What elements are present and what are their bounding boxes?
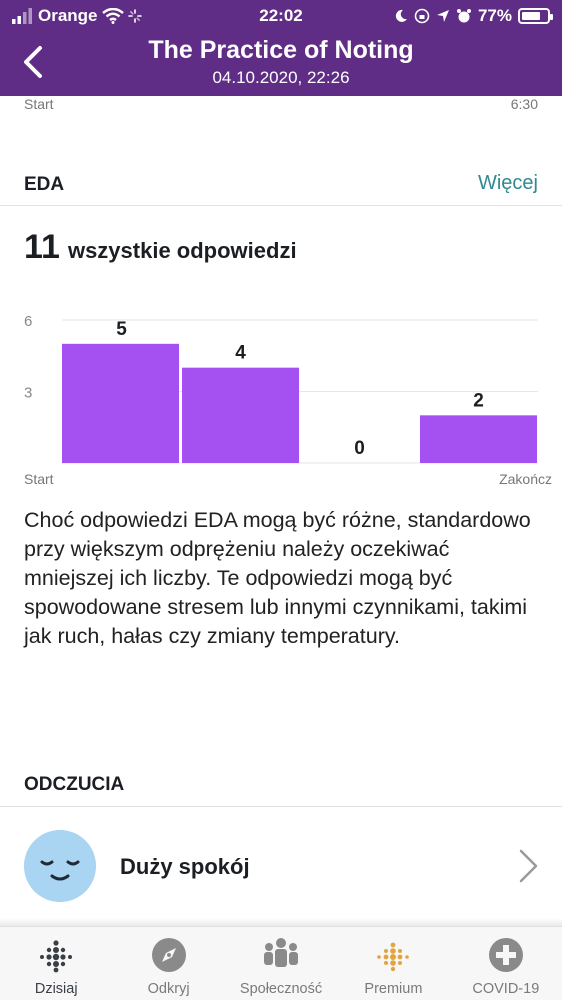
eda-heading: EDA (24, 174, 65, 195)
tab-label: Odkryj (147, 981, 190, 997)
compass-icon (151, 938, 186, 972)
status-bar: Orange 22:02 (0, 4, 562, 30)
feeling-row[interactable]: Duży spokój (0, 808, 562, 924)
tab-bar: Dzisiaj Odkryj Społeczność P (0, 926, 562, 1000)
community-icon (264, 938, 299, 967)
eda-more-link[interactable]: Więcej (477, 172, 538, 194)
feelings-heading: ODCZUCIA (24, 774, 125, 795)
bar-1 (182, 367, 299, 463)
signal-icon (12, 8, 32, 24)
plus-circle-icon (488, 938, 523, 972)
battery-icon (518, 8, 553, 24)
prev-axis-start: Start (24, 96, 54, 112)
tab-label: Społeczność (239, 981, 323, 997)
y-tick-label-1: 3 (24, 385, 32, 402)
premium-dots-icon (377, 942, 410, 972)
carrier-group: Orange (12, 6, 142, 26)
tab-premium[interactable]: Premium (337, 927, 449, 1000)
tab-label: Dzisiaj (34, 981, 78, 997)
calm-face-icon (24, 830, 96, 902)
prev-axis-end: 6:30 (510, 96, 538, 112)
tab-label: COVID-19 (472, 981, 540, 997)
activity-spinner-icon (127, 9, 142, 23)
clock: 22:02 (259, 6, 303, 25)
location-icon (436, 10, 449, 22)
page-subtitle: 04.10.2020, 22:26 (212, 68, 350, 87)
axis-end-label: Zakończ (499, 471, 552, 487)
moon-icon (395, 9, 407, 22)
status-right-group: 77% (394, 6, 553, 26)
tabbar-shadow (0, 918, 562, 926)
divider (0, 806, 562, 807)
tab-dzisiaj[interactable]: Dzisiaj (0, 927, 112, 1000)
divider (0, 205, 562, 206)
bar-value-label-3: 2 (473, 390, 484, 411)
prev-chart-axis: Start 6:30 (24, 96, 538, 112)
back-chevron-icon[interactable] (18, 44, 50, 80)
bar-0 (62, 343, 179, 463)
eda-total: 11 wszystkie odpowiedzi (24, 228, 297, 267)
eda-description: Choć odpowiedzi EDA mogą być różne, stan… (24, 508, 531, 648)
page-title: The Practice of Noting (148, 36, 414, 64)
y-tick-label-0: 6 (24, 313, 32, 330)
bar-value-label-2: 0 (354, 438, 365, 459)
feeling-label: Duży spokój (120, 854, 250, 879)
eda-bar-chart: Start Zakończ 6 3 5 4 0 2 (24, 313, 552, 487)
fitbit-dots-icon (40, 940, 73, 973)
tab-covid[interactable]: COVID-19 (450, 927, 562, 1000)
orientation-lock-icon (414, 8, 430, 24)
axis-start-label: Start (24, 471, 54, 487)
chevron-right-icon (519, 849, 538, 883)
bar-value-label-0: 5 (116, 319, 127, 340)
tab-spolecznosc[interactable]: Społeczność (225, 927, 337, 1000)
tab-odkryj[interactable]: Odkryj (112, 927, 224, 1000)
battery-percent: 77% (477, 6, 512, 25)
eda-total-label: wszystkie odpowiedzi (67, 238, 297, 263)
bar-3 (420, 415, 537, 463)
carrier-name: Orange (38, 6, 98, 25)
tab-label: Premium (364, 981, 423, 997)
app-header: Orange 22:02 (0, 0, 562, 96)
bar-value-label-1: 4 (235, 343, 246, 364)
alarm-icon (456, 9, 471, 23)
eda-total-count: 11 (24, 228, 60, 266)
wifi-icon (101, 8, 124, 24)
